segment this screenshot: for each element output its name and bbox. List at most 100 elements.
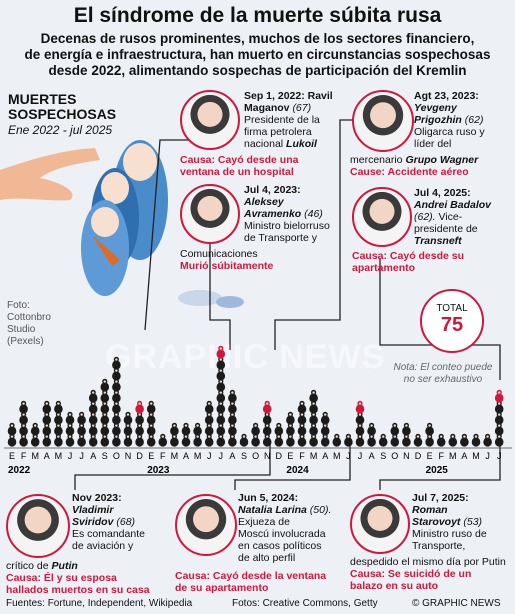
- card-cause: ventana de un hospital: [180, 166, 294, 178]
- doll-mark: [19, 400, 28, 414]
- card-role: Presidente de la: [244, 114, 320, 126]
- doll-mark: [123, 422, 133, 436]
- doll-mark: [123, 433, 133, 447]
- portrait-starovoyt: [350, 494, 410, 554]
- doll-mark: [112, 389, 121, 403]
- card-role: Moscú involucrada: [238, 528, 326, 540]
- doll-mark: [204, 400, 214, 414]
- month-tick-label: M: [194, 451, 202, 461]
- doll-mark: [286, 422, 295, 436]
- year-tick-label: 2022: [8, 465, 31, 476]
- doll-mark: [402, 422, 411, 436]
- card-name: Sviridov (68): [72, 516, 136, 528]
- total-value: 75: [440, 314, 464, 336]
- doll-mark: [65, 422, 75, 436]
- doll-mark: [309, 433, 318, 447]
- doll-mark: [181, 433, 191, 447]
- card-cause: apartamento: [352, 262, 416, 274]
- card-date: Jun 5, 2024:: [238, 492, 299, 504]
- note-line: no ser exhaustivo: [403, 374, 483, 385]
- doll-mark: [77, 422, 86, 436]
- portrait-prigozhin: [352, 90, 414, 152]
- month-tick-label: A: [461, 451, 467, 461]
- month-tick-label: J: [358, 451, 363, 461]
- card-role: de alto perfil: [238, 552, 296, 564]
- doll-mark: [297, 400, 307, 414]
- footer-photos: Fotos: Creative Commons, Getty: [232, 598, 378, 609]
- page-subtitle: Decenas de rusos prominentes, muchos de …: [10, 31, 505, 79]
- doll-mark: [88, 433, 98, 447]
- doll-mark: [483, 433, 492, 447]
- card-cause: Causa: Él y su esposa: [6, 572, 117, 584]
- doll-mark: [262, 422, 272, 436]
- doll-mark: [54, 433, 63, 447]
- card-name: Starovoyt (53): [412, 516, 483, 528]
- doll-mark: [181, 422, 191, 436]
- doll-mark: [77, 433, 86, 447]
- month-tick-label: M: [55, 451, 63, 461]
- month-tick-label: E: [427, 451, 433, 461]
- month-tick-label: A: [90, 451, 96, 461]
- doll-mark: [19, 411, 28, 425]
- doll-mark: [436, 433, 446, 447]
- month-tick-label: J: [346, 451, 351, 461]
- month-tick-label: F: [299, 451, 305, 461]
- card-maganov-cause: Causa: Cayó desde una ventana de un hosp…: [180, 154, 340, 178]
- doll-mark: [425, 433, 434, 447]
- card-avramenko-extra: Comunicaciones Murió súbitamente: [180, 248, 340, 272]
- card-sviridov: Nov 2023: Vladimir Sviridov (68) Es coma…: [72, 492, 172, 552]
- card-role: crítico de Putin: [6, 560, 78, 572]
- card-date: Jul 7, 2025:: [412, 492, 469, 504]
- card-name: Roman: [412, 504, 448, 516]
- doll-mark: [309, 422, 318, 436]
- month-tick-label: D: [415, 451, 422, 461]
- doll-mark: [460, 433, 469, 447]
- doll-mark: [123, 411, 133, 425]
- doll-mark: [100, 400, 110, 414]
- photo-credit-line: Foto:: [7, 300, 30, 311]
- card-name: Prigozhin (62): [414, 114, 484, 126]
- doll-mark: [378, 433, 388, 447]
- month-tick-label: O: [391, 451, 398, 461]
- subtitle-line: de energía e infraestructura, han muerto…: [24, 47, 491, 62]
- doll-mark: [262, 411, 272, 425]
- doll-mark: [204, 433, 214, 447]
- card-cause: Causa: Cayó desde una: [180, 154, 299, 166]
- doll-mark: [216, 411, 226, 425]
- subtitle-line: desde 2022, alimentando sospechas de par…: [48, 63, 467, 78]
- card-role: Exjueza de: [238, 516, 290, 528]
- doll-mark: [367, 433, 376, 447]
- doll-mark: [112, 422, 121, 436]
- page-title: El síndrome de la muerte súbita rusa: [73, 4, 442, 27]
- month-tick-label: M: [472, 451, 480, 461]
- doll-mark: [112, 411, 121, 425]
- doll-mark: [42, 411, 52, 425]
- doll-mark: [100, 378, 110, 392]
- card-larina-cause: Causa: Cayó desde la ventana de su apart…: [175, 570, 345, 594]
- doll-mark: [170, 422, 179, 436]
- doll-mark: [494, 400, 504, 414]
- card-maganov: Sep 1, 2022: Ravil Maganov (67) Presiden…: [244, 90, 354, 150]
- card-starovoyt-extra: despedido el mismo día por Putin Causa: …: [350, 556, 512, 592]
- month-tick-label: N: [403, 451, 410, 461]
- doll-mark: [471, 433, 481, 447]
- portrait-larina: [175, 494, 237, 556]
- card-name: Avramenko (46): [244, 208, 323, 220]
- doll-mark: [390, 433, 400, 447]
- card-larina: Jun 5, 2024: Natalia Larina (50). Exjuez…: [238, 492, 343, 564]
- doll-mark: [251, 422, 260, 436]
- card-date: Jul 4, 2023:: [244, 184, 301, 196]
- doll-mark: [402, 433, 411, 447]
- doll-mark: [228, 389, 237, 403]
- month-tick-label: D: [136, 451, 143, 461]
- card-org: Transneft: [414, 235, 462, 247]
- doll-mark: [274, 433, 284, 447]
- doll-mark: [42, 433, 52, 447]
- chart-title: MUERTES SOSPECHOSAS: [8, 92, 116, 122]
- chart-date-range: Ene 2022 - jul 2025: [8, 123, 113, 137]
- doll-mark: [135, 411, 144, 425]
- chart-note: Nota: El conteo puede no ser exhaustivo: [388, 362, 498, 386]
